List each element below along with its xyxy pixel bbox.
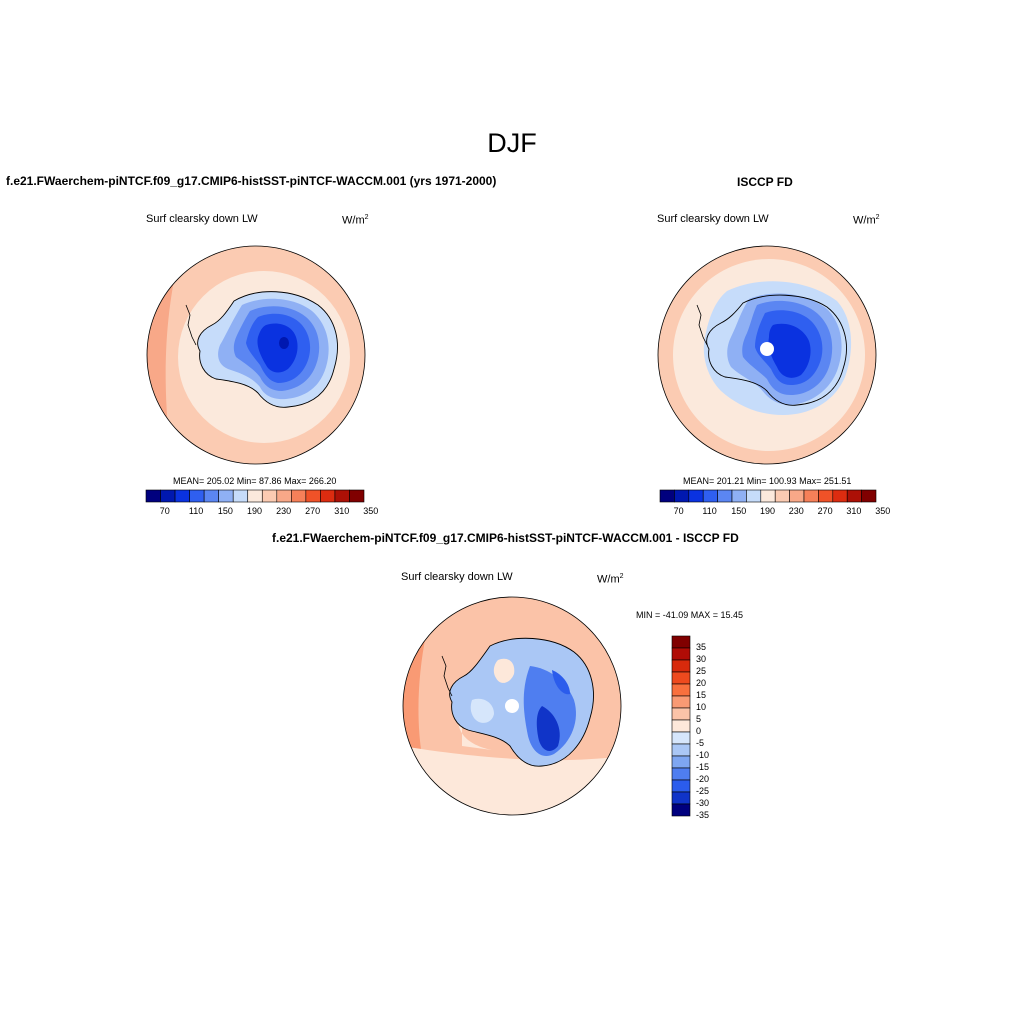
panel-1-colorbar-ticks: 70 110 150 190 230 270 310 350 [146,506,379,518]
panel-3-variable-label: Surf clearsky down LW [401,571,513,583]
colorbar-tick-label: 350 [363,506,379,516]
colorbar-tick-label: 20 [696,678,707,688]
panel-1-polar-map [146,245,366,465]
colorbar-tick-label: -10 [696,750,710,760]
colorbar-swatch [671,707,691,721]
colorbar-tick-label: 25 [696,666,707,676]
panel-2-polar-map [657,245,877,465]
colorbar-tick-label: -30 [696,798,710,808]
colorbar-swatch [760,489,776,503]
colorbar-swatch [218,489,234,503]
colorbar-swatch [774,489,790,503]
colorbar-tick-label: 310 [334,506,350,516]
colorbar-tick-label: 150 [217,506,233,516]
colorbar-swatch [671,743,691,757]
colorbar-tick-label: 230 [788,506,804,516]
colorbar-tick-label: 270 [817,506,833,516]
colorbar-tick-label: -25 [696,786,710,796]
panel-3-units-label: W/m2 [597,573,624,586]
colorbar-tick-label: 110 [188,506,204,516]
colorbar-tick-label: 270 [305,506,321,516]
colorbar-swatch [671,779,691,793]
colorbar-tick-label: 70 [159,506,170,516]
colorbar-tick-label: 110 [702,506,717,516]
colorbar-swatch [861,489,877,503]
colorbar-tick-label: -35 [696,810,710,820]
panel-2-title: ISCCP FD [737,175,793,189]
colorbar-swatch [334,489,350,503]
colorbar-tick-label: -20 [696,774,710,784]
panel-1-colorbar [145,489,365,503]
colorbar-swatch [671,767,691,781]
panel-2-colorbar [659,489,877,503]
colorbar-swatch [731,489,747,503]
colorbar-swatch [832,489,848,503]
panel-3-title: f.e21.FWaerchem-piNTCF.f09_g17.CMIP6-his… [272,531,739,545]
colorbar-swatch [671,635,691,649]
colorbar-swatch [818,489,834,503]
colorbar-tick-label: -5 [696,738,705,748]
panel-3-colorbar [671,635,691,817]
colorbar-swatch [145,489,161,503]
colorbar-swatch [671,683,691,697]
panel-2-colorbar-ticks: 70 110 150 190 230 270 310 350 [660,506,891,518]
colorbar-swatch [671,803,691,817]
colorbar-swatch [320,489,336,503]
colorbar-tick-label: 190 [760,506,776,516]
page-title: DJF [487,128,537,158]
colorbar-swatch [160,489,176,503]
colorbar-tick-label: -15 [696,762,710,772]
colorbar-tick-label: 350 [875,506,891,516]
colorbar-swatch [702,489,718,503]
colorbar-swatch [671,659,691,673]
colorbar-swatch [688,489,704,503]
colorbar-swatch [189,489,205,503]
panel-3-stats: MIN = -41.09 MAX = 15.45 [636,610,744,620]
colorbar-tick-label: 310 [846,506,862,516]
panel-3-colorbar-ticks: 35 30 25 20 15 10 5 0 -5 -10 -15 -20 -25 -30 -35 [696,636,726,820]
colorbar-swatch [203,489,219,503]
colorbar-swatch [671,647,691,661]
colorbar-tick-label: 35 [696,642,707,652]
colorbar-swatch [671,671,691,685]
panel-2-stats: MEAN= 201.21 Min= 100.93 Max= 251.51 [683,476,852,486]
colorbar-swatch [674,489,690,503]
colorbar-tick-label: 15 [696,690,707,700]
panel-1-title: f.e21.FWaerchem-piNTCF.f09_g17.CMIP6-his… [6,174,497,188]
colorbar-swatch [174,489,190,503]
panel-1-stats: MEAN= 205.02 Min= 87.86 Max= 266.20 [173,476,337,486]
colorbar-tick-label: 10 [696,702,707,712]
colorbar-swatch [671,791,691,805]
colorbar-swatch [846,489,862,503]
panel-2-variable-label: Surf clearsky down LW [657,213,769,225]
colorbar-swatch [671,755,691,769]
colorbar-swatch [291,489,307,503]
colorbar-swatch [671,719,691,733]
panel-1-units-label: W/m2 [342,214,369,227]
colorbar-swatch [746,489,762,503]
colorbar-swatch [803,489,819,503]
colorbar-swatch [247,489,263,503]
panel-2-units-label: W/m2 [853,214,880,227]
colorbar-swatch [305,489,321,503]
colorbar-swatch [261,489,278,503]
colorbar-tick-label: 0 [696,726,702,736]
colorbar-swatch [659,489,675,503]
colorbar-swatch [349,489,365,503]
panel-1-variable-label: Surf clearsky down LW [146,213,258,225]
colorbar-tick-label: 70 [673,506,684,516]
colorbar-swatch [789,489,805,503]
colorbar-swatch [671,695,691,709]
colorbar-tick-label: 5 [696,714,702,724]
colorbar-tick-label: 30 [696,654,707,664]
colorbar-swatch [671,731,691,745]
colorbar-tick-label: 190 [247,506,263,516]
colorbar-tick-label: 150 [731,506,747,516]
colorbar-swatch [276,489,292,503]
colorbar-swatch [232,489,249,503]
panel-3-polar-map [402,596,622,816]
colorbar-swatch [717,489,733,503]
colorbar-tick-label: 230 [276,506,292,516]
